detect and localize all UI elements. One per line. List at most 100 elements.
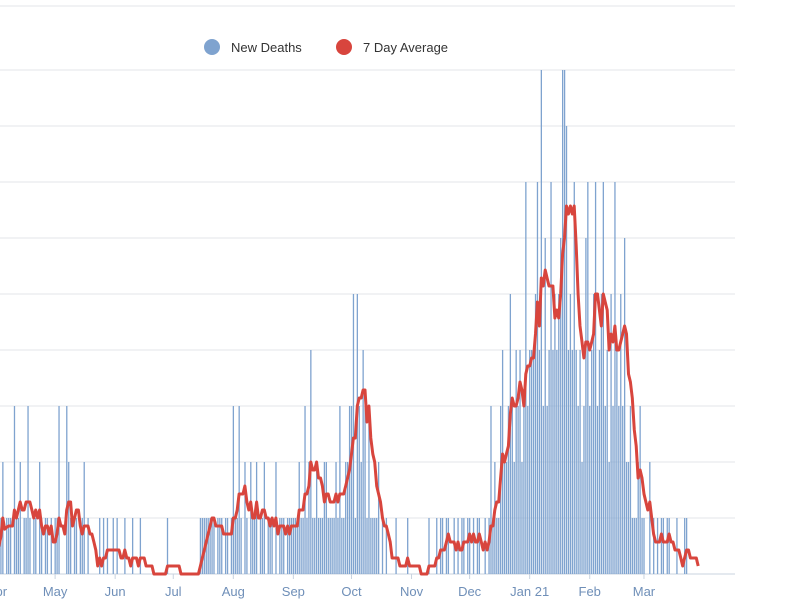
bar[interactable] [629, 406, 632, 574]
bar[interactable] [246, 518, 248, 574]
bar[interactable] [554, 294, 556, 574]
bar[interactable] [302, 518, 304, 574]
bar[interactable] [316, 462, 318, 574]
bar[interactable] [538, 350, 541, 574]
bar[interactable] [492, 518, 494, 574]
bar[interactable] [366, 518, 368, 574]
bar[interactable] [637, 462, 639, 574]
bar[interactable] [567, 350, 570, 574]
bar[interactable] [439, 518, 442, 574]
bar[interactable] [337, 518, 339, 574]
bar[interactable] [441, 518, 444, 574]
bar[interactable] [558, 294, 560, 574]
bar[interactable] [240, 518, 242, 574]
bar[interactable] [35, 518, 37, 574]
bar[interactable] [250, 462, 252, 574]
bar[interactable] [571, 350, 573, 574]
bar[interactable] [469, 518, 471, 574]
bar[interactable] [362, 350, 364, 574]
bar[interactable] [532, 350, 535, 574]
bar[interactable] [579, 350, 581, 574]
bar[interactable] [517, 406, 519, 574]
bar[interactable] [620, 294, 622, 574]
bar[interactable] [569, 294, 572, 574]
bar[interactable] [333, 518, 335, 574]
bar[interactable] [58, 406, 60, 574]
bar[interactable] [608, 462, 610, 574]
bar[interactable] [292, 518, 295, 574]
bar[interactable] [622, 406, 624, 574]
bar[interactable] [29, 518, 31, 574]
bar[interactable] [44, 518, 47, 574]
bar[interactable] [70, 518, 72, 574]
bar[interactable] [631, 518, 634, 574]
bar[interactable] [519, 350, 521, 574]
bar[interactable] [649, 462, 651, 574]
bar[interactable] [395, 518, 397, 574]
bar[interactable] [476, 518, 479, 574]
bar[interactable] [598, 350, 601, 574]
bar[interactable] [376, 518, 378, 574]
bar[interactable] [515, 350, 517, 574]
bar[interactable] [358, 406, 360, 574]
bar[interactable] [656, 518, 659, 574]
bar[interactable] [612, 406, 614, 574]
bar[interactable] [374, 518, 376, 574]
bar[interactable] [209, 518, 211, 574]
bar[interactable] [596, 406, 599, 574]
bar[interactable] [591, 350, 593, 574]
bar[interactable] [75, 518, 78, 574]
bar[interactable] [102, 518, 105, 574]
bar[interactable] [294, 518, 296, 574]
bar[interactable] [511, 406, 513, 574]
bar[interactable] [562, 70, 564, 574]
bar[interactable] [660, 518, 663, 574]
bar[interactable] [230, 518, 233, 574]
bar[interactable] [581, 462, 583, 574]
bar[interactable] [428, 518, 430, 574]
bar[interactable] [312, 518, 314, 574]
bar[interactable] [407, 518, 409, 574]
bar[interactable] [8, 518, 10, 574]
bar[interactable] [633, 518, 635, 574]
bar[interactable] [546, 406, 548, 574]
bar[interactable] [345, 462, 347, 574]
bar[interactable] [321, 518, 324, 574]
bar[interactable] [534, 294, 537, 574]
bar[interactable] [27, 406, 29, 574]
bar[interactable] [498, 518, 500, 574]
bar[interactable] [335, 462, 337, 574]
bar[interactable] [527, 406, 529, 574]
bar[interactable] [73, 518, 76, 574]
bar[interactable] [472, 518, 475, 574]
bar[interactable] [668, 518, 670, 574]
bar[interactable] [79, 518, 81, 574]
bar[interactable] [131, 518, 134, 574]
bar[interactable] [341, 518, 343, 574]
bar[interactable] [213, 518, 215, 574]
bar[interactable] [236, 518, 238, 574]
bar[interactable] [308, 462, 310, 574]
bar[interactable] [548, 350, 550, 574]
bar[interactable] [329, 518, 331, 574]
bar[interactable] [269, 518, 271, 574]
bar[interactable] [348, 406, 351, 574]
bar[interactable] [377, 462, 380, 574]
bar[interactable] [166, 518, 169, 574]
bar[interactable] [224, 518, 227, 574]
bar[interactable] [653, 518, 655, 574]
bar[interactable] [81, 518, 83, 574]
bar[interactable] [199, 518, 202, 574]
bar[interactable] [244, 462, 246, 574]
bar[interactable] [496, 518, 498, 574]
bar[interactable] [211, 518, 213, 574]
bar[interactable] [281, 518, 283, 574]
bar[interactable] [513, 462, 515, 574]
bar[interactable] [577, 406, 579, 574]
bar[interactable] [234, 518, 236, 574]
bar[interactable] [540, 70, 542, 574]
bar[interactable] [232, 406, 235, 574]
bar[interactable] [639, 406, 641, 574]
bar[interactable] [283, 518, 285, 574]
bar[interactable] [602, 182, 604, 574]
